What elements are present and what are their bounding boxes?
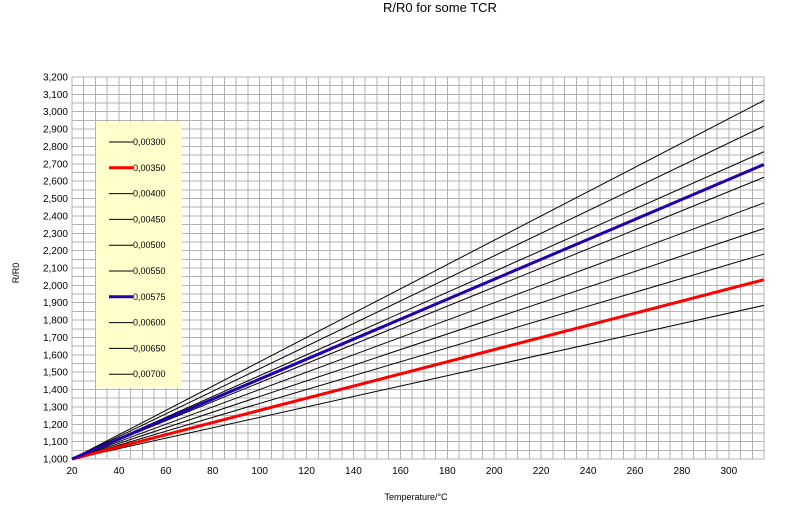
legend-label: 0,00450	[133, 214, 166, 224]
y-tick-label: 3,100	[43, 90, 68, 101]
x-tick-label: 40	[113, 466, 125, 477]
chart-title: R/R0 for some TCR	[383, 0, 497, 15]
series-line-0,00575	[71, 163, 765, 461]
series-line-0,00700	[71, 99, 765, 460]
y-tick-label: 1,500	[43, 368, 68, 379]
legend-item: 0,00600	[109, 318, 166, 328]
y-tick-label: 1,400	[43, 385, 68, 396]
x-tick-label: 160	[392, 466, 409, 477]
y-tick-label: 2,500	[43, 194, 68, 205]
y-tick-label: 2,400	[43, 211, 68, 222]
x-tick-label: 280	[674, 466, 691, 477]
y-tick-label: 3,200	[43, 73, 68, 84]
x-axis-title: Temperature/°C	[384, 492, 448, 502]
y-tick-label: 2,700	[43, 159, 68, 170]
legend-item: 0,00300	[109, 137, 166, 147]
y-tick-label: 2,200	[43, 246, 68, 257]
x-tick-label: 100	[251, 466, 268, 477]
series-line-0,00400	[71, 253, 765, 460]
y-axis-title: R/R0	[11, 263, 21, 284]
series-line-0,00300	[71, 304, 765, 460]
series-lines	[71, 99, 765, 461]
series-line-0,00600	[71, 151, 765, 460]
y-tick-label: 1,100	[43, 437, 68, 448]
plot-area: 20 40 60 80 100 120 140 160 180 200 220 240 260 280 30…	[43, 73, 765, 477]
y-tick-label: 1,200	[43, 420, 68, 431]
legend-label: 0,00700	[133, 369, 166, 379]
y-tick-label: 1,800	[43, 316, 68, 327]
legend-item: 0,00700	[109, 369, 166, 379]
x-tick-label: 80	[207, 466, 219, 477]
x-tick-label: 140	[345, 466, 362, 477]
legend-label: 0,00350	[133, 163, 166, 173]
series-line-0,00350	[71, 278, 765, 461]
legend-label: 0,00650	[133, 343, 166, 353]
x-tick-label: 260	[627, 466, 644, 477]
y-tick-label: 2,800	[43, 142, 68, 153]
legend-item: 0,00500	[109, 240, 166, 250]
y-tick-label: 1,600	[43, 350, 68, 361]
x-tick-label: 300	[720, 466, 737, 477]
legend-item: 0,00400	[109, 189, 166, 199]
legend-item: 0,00550	[109, 266, 166, 276]
legend: 0,00300 0,00350 0,00400 0,00450 0,00500 0,005…	[96, 122, 182, 388]
legend-label: 0,00575	[133, 292, 166, 302]
x-tick-label: 60	[160, 466, 172, 477]
legend-item: 0,00450	[109, 214, 166, 224]
y-tick-label: 2,000	[43, 281, 68, 292]
y-tick-label: 3,000	[43, 107, 68, 118]
legend-label: 0,00550	[133, 266, 166, 276]
legend-label: 0,00600	[133, 318, 166, 328]
x-axis-ticks: 20 40 60 80 100 120 140 160 180 200 220 240 260 280 30…	[66, 466, 737, 477]
legend-item: 0,00650	[109, 343, 166, 353]
series-line-0,00550	[71, 176, 765, 460]
x-tick-label: 240	[580, 466, 597, 477]
y-tick-label: 1,300	[43, 402, 68, 413]
y-tick-label: 1,000	[43, 455, 68, 466]
x-tick-label: 20	[66, 466, 78, 477]
legend-label: 0,00400	[133, 189, 166, 199]
y-tick-label: 2,600	[43, 177, 68, 188]
x-tick-label: 180	[439, 466, 456, 477]
legend-label: 0,00300	[133, 137, 166, 147]
y-tick-label: 2,100	[43, 264, 68, 275]
legend-item: 0,00350	[109, 163, 166, 173]
x-tick-label: 120	[298, 466, 315, 477]
y-axis-ticks: 1,000 1,100 1,200 1,300 1,400 1,500 1,600 1,700…	[43, 73, 68, 466]
series-line-0,00500	[71, 202, 765, 460]
y-tick-label: 2,300	[43, 229, 68, 240]
x-tick-label: 200	[486, 466, 503, 477]
legend-item: 0,00575	[109, 292, 166, 302]
legend-label: 0,00500	[133, 240, 166, 250]
y-tick-label: 2,900	[43, 125, 68, 136]
series-line-0,00650	[71, 125, 765, 460]
series-line-0,00450	[71, 228, 765, 460]
x-tick-label: 220	[533, 466, 550, 477]
y-tick-label: 1,900	[43, 298, 68, 309]
y-tick-label: 1,700	[43, 333, 68, 344]
